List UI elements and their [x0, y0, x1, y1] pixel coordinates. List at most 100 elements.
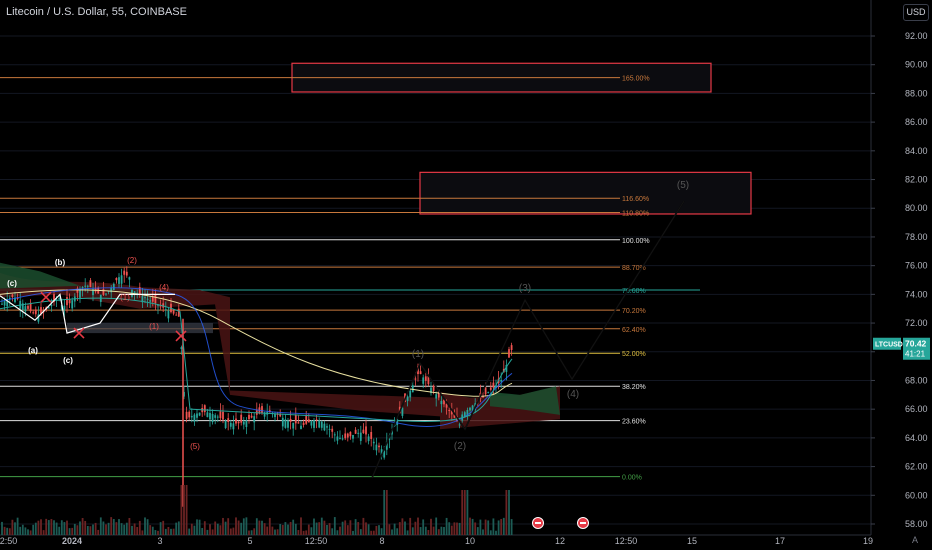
- candle-body: [84, 285, 87, 287]
- candle-body: [440, 400, 443, 405]
- candle-body: [50, 304, 53, 307]
- price-tag: [903, 337, 930, 360]
- volume-bar: [331, 528, 334, 535]
- invalidation-cross-icon: [73, 327, 85, 339]
- candle-body: [331, 428, 334, 432]
- y-tick-label: 68.00: [905, 375, 928, 385]
- currency-button[interactable]: USD: [903, 4, 929, 21]
- volume-bar: [141, 530, 144, 535]
- candle-body: [362, 429, 365, 434]
- candle-body: [237, 421, 240, 424]
- volume-bar: [268, 517, 271, 535]
- volume-bar: [180, 485, 183, 535]
- candle-body: [29, 302, 32, 312]
- volume-bar: [133, 523, 136, 535]
- candle-body: [183, 391, 185, 397]
- volume-bar: [284, 522, 287, 535]
- volume-bar: [144, 517, 146, 535]
- candle-body: [437, 389, 440, 398]
- volume-bar: [328, 523, 331, 535]
- volume-bar: [474, 522, 477, 535]
- volume-bar: [99, 517, 102, 535]
- volume-bar: [21, 524, 24, 535]
- candle-body: [53, 294, 55, 302]
- fib-level-label: 110.80%: [622, 211, 649, 218]
- candle-body: [406, 396, 409, 402]
- moving-average-long: [0, 289, 513, 397]
- candle-body: [279, 413, 282, 417]
- volume-bar: [289, 521, 292, 535]
- candle-body: [320, 421, 323, 428]
- candle-body: [76, 288, 79, 293]
- volume-bar: [206, 529, 209, 535]
- volume-bar: [357, 522, 360, 535]
- volume-bar: [24, 527, 27, 535]
- volume-bar: [479, 519, 482, 535]
- volume-bars: [1, 485, 513, 535]
- price-tag-countdown: 41:21: [905, 350, 926, 359]
- volume-bar: [292, 519, 295, 535]
- volume-bar: [406, 530, 409, 535]
- volume-bar: [318, 522, 321, 535]
- candle-body: [157, 304, 159, 306]
- candle-body: [253, 416, 256, 423]
- candle-body: [227, 418, 230, 423]
- candle-body: [40, 307, 42, 314]
- wave-label: (5): [677, 180, 689, 191]
- candle-body: [240, 414, 243, 423]
- volume-bar: [398, 522, 401, 535]
- volume-bar: [427, 530, 430, 535]
- volume-bar: [40, 519, 42, 535]
- volume-bar: [71, 527, 74, 535]
- volume-bar: [388, 524, 391, 535]
- volume-bar: [422, 519, 425, 535]
- volume-bar: [456, 522, 458, 535]
- candle-body: [458, 424, 461, 426]
- candle-body: [164, 309, 167, 311]
- candle-body: [287, 420, 289, 428]
- candle-body: [300, 425, 302, 429]
- candle-body: [14, 297, 16, 303]
- volume-bar: [276, 529, 279, 535]
- volume-bar: [76, 525, 79, 535]
- candle-body: [495, 385, 497, 388]
- volume-bar: [170, 528, 172, 535]
- volume-bar: [461, 490, 464, 535]
- candle-body: [209, 412, 211, 420]
- auto-scale-button[interactable]: A: [912, 535, 919, 545]
- volume-bar: [445, 517, 448, 535]
- candle-body: [198, 412, 201, 416]
- volume-bar: [162, 520, 165, 535]
- candle-body: [11, 294, 14, 298]
- y-tick-label: 62.00: [905, 462, 928, 472]
- volume-bar: [487, 520, 490, 535]
- volume-bar: [138, 520, 141, 535]
- volume-bar: [310, 527, 313, 535]
- wave-label: (2): [454, 441, 466, 452]
- volume-bar: [315, 522, 318, 535]
- candle-body: [6, 299, 9, 307]
- volume-bar: [492, 518, 495, 535]
- volume-bar: [349, 520, 352, 535]
- candle-body: [443, 399, 445, 405]
- x-tick-label: 8: [379, 536, 384, 546]
- volume-bar: [448, 522, 451, 535]
- volume-bar: [110, 517, 113, 535]
- candle-body: [68, 298, 71, 304]
- invalidation-cross-icon: [40, 291, 52, 303]
- volume-bar: [333, 517, 336, 535]
- candle-body: [372, 441, 375, 444]
- volume-bar: [437, 529, 440, 535]
- volume-bar: [102, 521, 105, 535]
- volume-bar: [339, 526, 341, 535]
- candle-body: [248, 414, 250, 420]
- volume-bar: [11, 519, 14, 535]
- candle-body: [242, 421, 245, 425]
- candle-body: [284, 419, 287, 428]
- wave-label: (5): [190, 442, 200, 451]
- candle-body: [313, 420, 315, 428]
- volume-bar: [245, 517, 248, 535]
- volume-bar: [50, 519, 53, 535]
- volume-bar: [510, 519, 513, 535]
